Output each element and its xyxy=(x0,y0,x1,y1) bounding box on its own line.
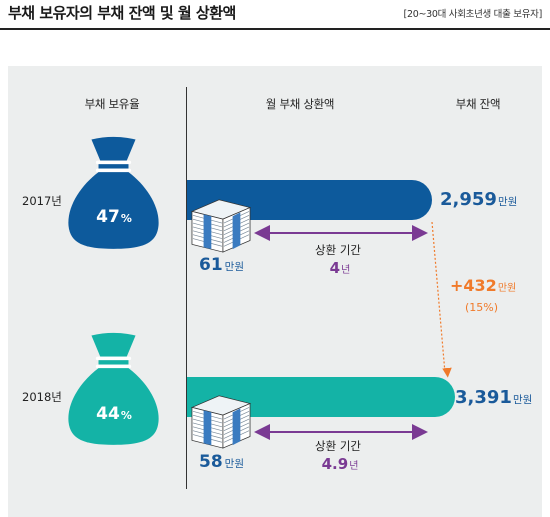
title-rule xyxy=(0,28,550,30)
period-label-2018: 상환 기간 xyxy=(315,439,361,453)
balance-change-value: +432만원 xyxy=(450,276,517,295)
balance-change-percent: (15%) xyxy=(465,301,499,314)
page-title: 부채 보유자의 부채 잔액 및 월 상환액 xyxy=(8,4,236,22)
year-label-2018: 2018년 xyxy=(22,390,62,404)
payment-value-2018: 58 만원 xyxy=(199,452,244,472)
ratio-value-2018: 44% xyxy=(96,404,132,424)
column-header-balance: 부채 잔액 xyxy=(455,97,501,111)
year-label-2017: 2017년 xyxy=(22,194,62,208)
payment-value-2017: 61 만원 xyxy=(199,255,244,275)
period-label-2017: 상환 기간 xyxy=(315,243,361,257)
ratio-value-2017: 47% xyxy=(96,207,132,227)
period-value-2017: 4년 xyxy=(329,259,351,277)
period-value-2018: 4.9년 xyxy=(321,455,359,473)
column-header-ratio: 부채 보유율 xyxy=(84,97,140,111)
page-subtitle: [20~30대 사회초년생 대출 보유자] xyxy=(403,9,543,20)
vertical-divider xyxy=(186,87,187,489)
balance-value-2018: 3,391만원 xyxy=(455,387,533,408)
increase-arrow xyxy=(431,221,452,378)
column-header-payment: 월 부채 상환액 xyxy=(265,97,335,111)
balance-value-2017: 2,959만원 xyxy=(440,189,518,210)
